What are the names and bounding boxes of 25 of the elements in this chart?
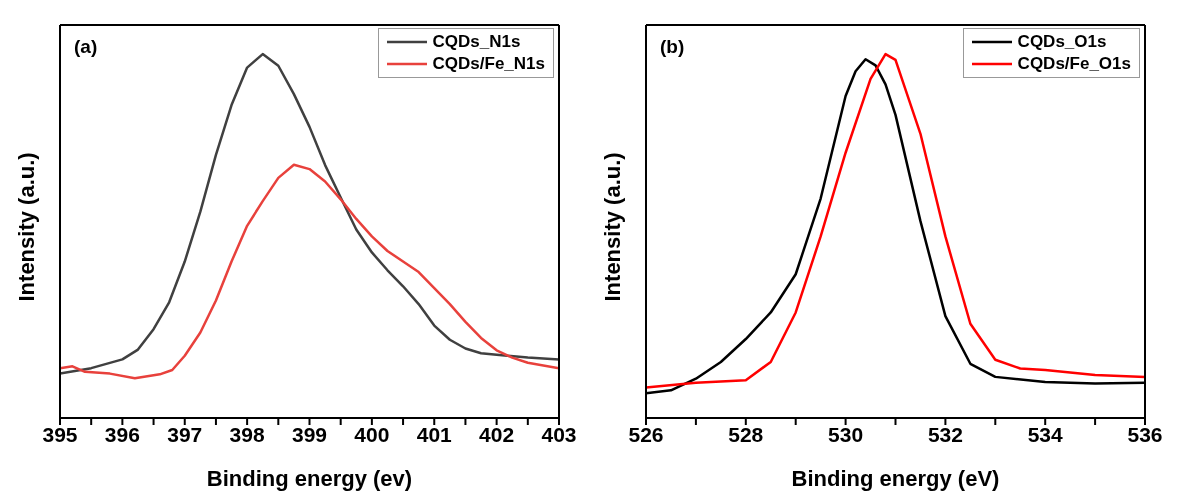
legend-label: CQDs_O1s [1017,31,1107,53]
x-tick-label: 534 [1027,422,1064,446]
x-tick-label: 532 [927,422,963,446]
x-tick-label: 401 [416,422,453,446]
x-tick-label: 536 [1127,422,1163,446]
x-tick-label: 398 [229,422,265,446]
x-tick-label: 402 [479,422,515,446]
x-tick-label: 530 [828,422,864,446]
annotation: (a) [74,36,98,58]
x-tick-label: 399 [291,422,328,446]
legend-label: CQDs_N1s [432,31,521,53]
annotation: (b) [660,36,685,58]
x-tick-label: 403 [541,422,577,446]
x-tick-label: 526 [628,422,664,446]
y-axis-title: Intensity (a.u.) [13,152,39,302]
x-tick-label: 400 [354,422,390,446]
x-axis-title: Binding energy (ev) [206,466,413,491]
legend-label: CQDs/Fe_N1s [432,53,545,75]
x-tick-label: 528 [728,422,764,446]
x-tick-label: 396 [104,422,140,446]
x-axis-title: Binding energy (eV) [791,466,1000,491]
x-tick-label: 395 [42,422,78,446]
y-axis-title: Intensity (a.u.) [599,152,625,302]
x-tick-label: 397 [167,422,203,446]
legend-label: CQDs/Fe_O1s [1017,53,1131,75]
